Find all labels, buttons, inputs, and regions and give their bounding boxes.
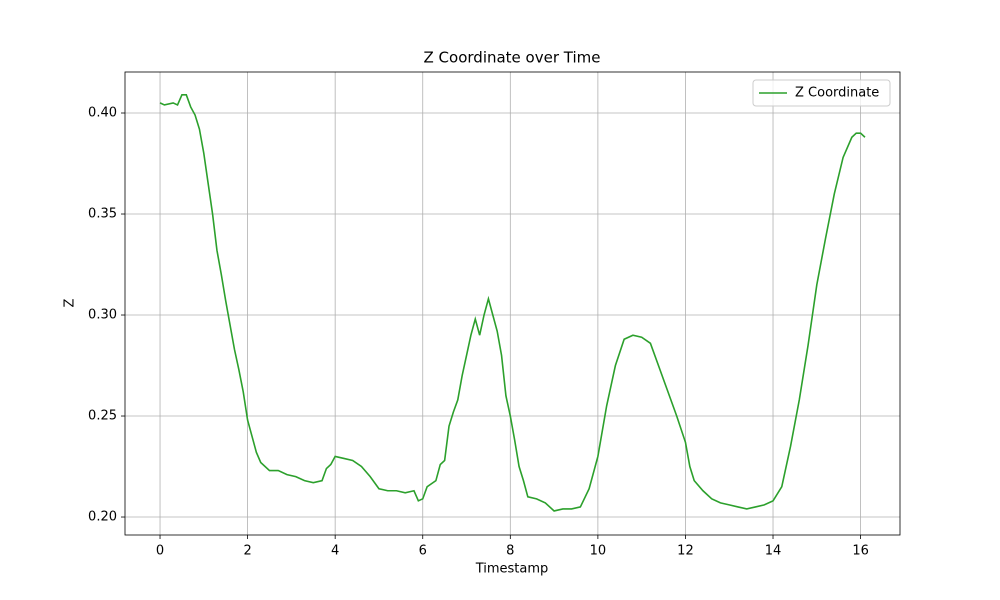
x-tick-label: 12 [677, 544, 694, 559]
legend-box [752, 79, 891, 107]
x-tick-label: 10 [590, 544, 607, 559]
data-line [159, 94, 866, 512]
x-tick-label: 0 [156, 544, 164, 559]
y-axis-label: Z [63, 298, 78, 307]
y-tick-label: 0.30 [88, 308, 117, 323]
x-axis-label: Timestamp [475, 562, 549, 577]
y-tick-label: 0.25 [88, 409, 117, 424]
x-tick-label: 16 [852, 544, 869, 559]
x-tick-label: 2 [243, 544, 251, 559]
y-tick-label: 0.35 [88, 207, 117, 222]
plot-frame [124, 71, 901, 536]
x-tick-label: 8 [506, 544, 514, 559]
x-tick-label: 14 [765, 544, 782, 559]
y-tick-label: 0.40 [88, 106, 117, 121]
legend-label: Z Coordinate [795, 86, 879, 101]
x-tick-label: 4 [331, 544, 339, 559]
chart-title: Z Coordinate over Time [424, 49, 601, 67]
y-tick-label: 0.20 [88, 510, 117, 525]
x-tick-label: 6 [419, 544, 427, 559]
